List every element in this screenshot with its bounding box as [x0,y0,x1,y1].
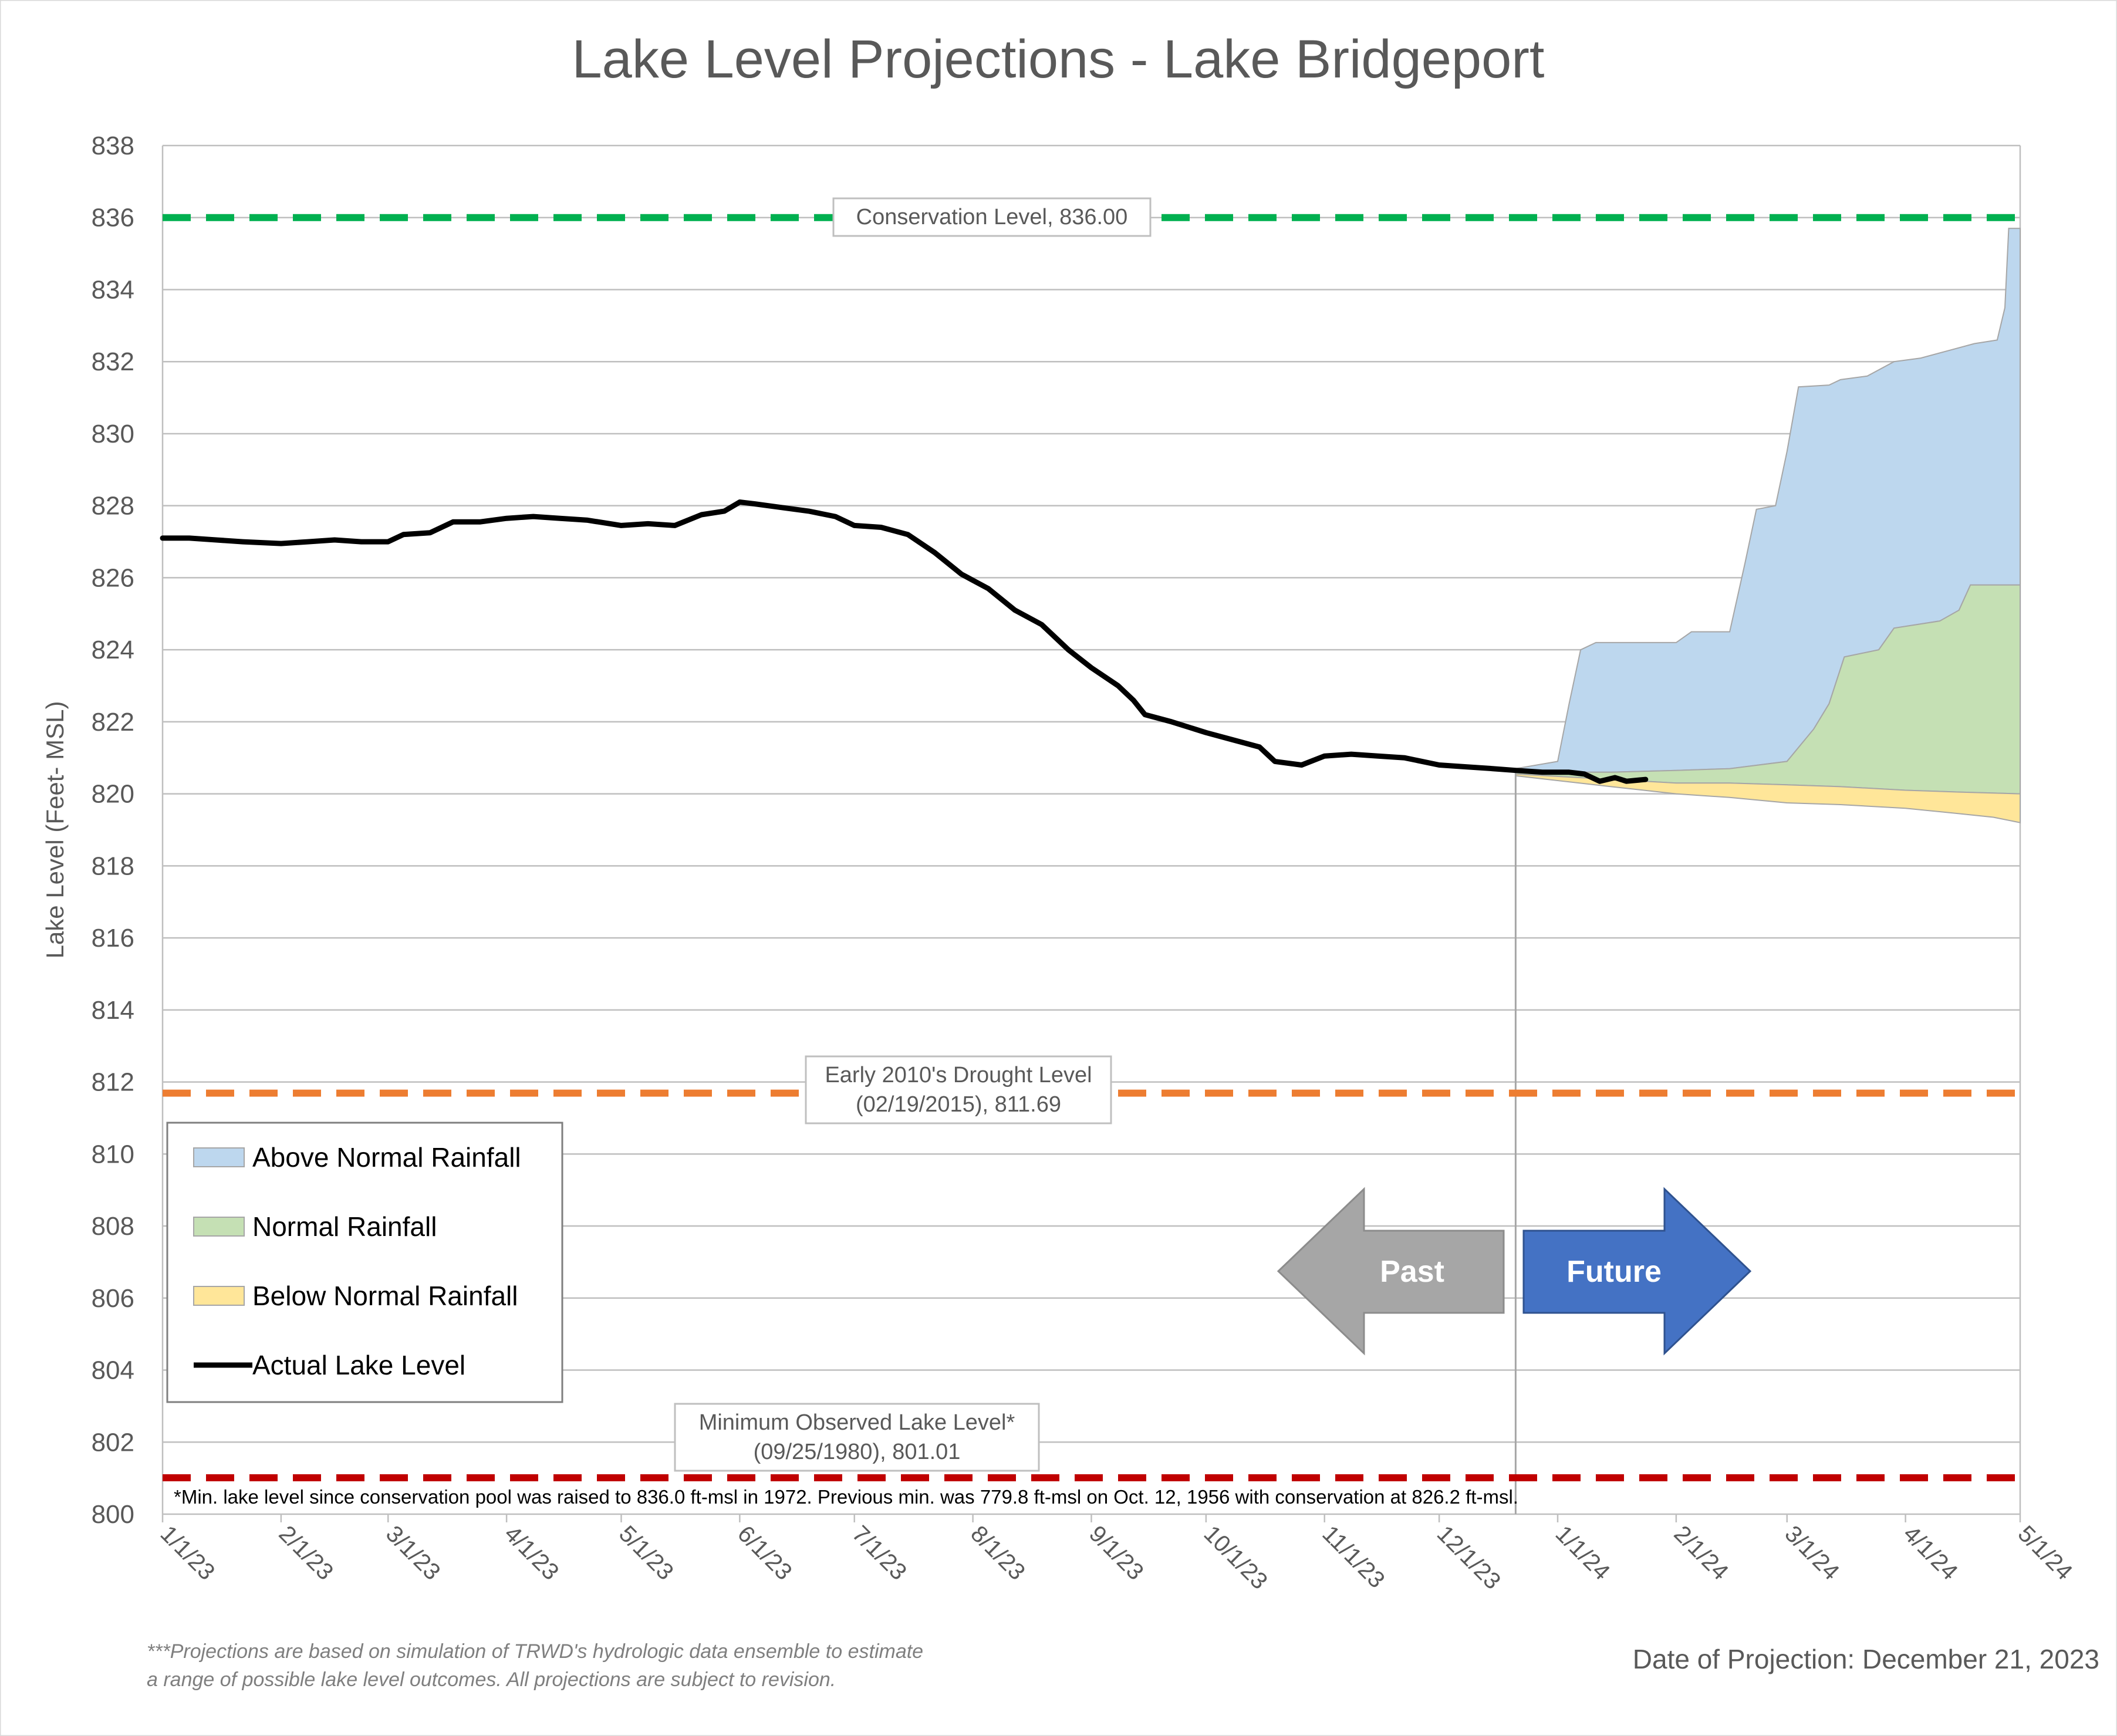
y-tick-label: 808 [92,1212,134,1241]
y-tick-label: 800 [92,1500,134,1529]
y-tick-label: 828 [92,492,134,521]
y-tick-label: 826 [92,563,134,592]
minimum-callout-box [674,1403,1040,1472]
y-tick-label: 810 [92,1140,134,1168]
y-tick-label: 804 [92,1356,134,1385]
y-tick-label: 802 [92,1428,134,1457]
legend-label: Above Normal Rainfall [252,1142,521,1173]
legend-box [166,1122,563,1403]
y-tick-label: 836 [92,204,134,232]
y-tick-label: 806 [92,1284,134,1313]
legend-swatch [193,1147,245,1167]
y-tick-label: 818 [92,852,134,880]
future-arrow [1522,1187,1752,1356]
past-arrow-label: Past [1380,1255,1444,1289]
conservation-callout-text: Conservation Level, 836.00 [856,205,1128,229]
projection-footnote: ***Projections are based on simulation o… [147,1637,1115,1694]
y-tick-label: 824 [92,636,134,664]
legend-label: Below Normal Rainfall [252,1281,518,1311]
conservation-callout-box [832,197,1152,237]
y-tick-label: 812 [92,1068,134,1097]
below-normal-band [1515,773,2021,823]
y-tick-label: 814 [92,996,134,1025]
legend-swatch [193,1217,245,1237]
y-tick-label: 816 [92,924,134,953]
y-tick-label: 820 [92,780,134,809]
drought-callout-text: (02/19/2015), 811.69 [856,1092,1061,1117]
past-arrow [1277,1187,1505,1356]
y-tick-label: 834 [92,275,134,304]
y-tick-label: 822 [92,708,134,737]
drought-callout-text: Early 2010's Drought Level [825,1063,1092,1087]
minimum-callout-text: (09/25/1980), 801.01 [754,1440,961,1464]
actual-lake-level-line [160,499,1649,784]
legend: Above Normal Rainfall Normal Rainfall Belo… [166,1122,563,1403]
y-tick-label: 838 [92,131,134,160]
legend-label: Normal Rainfall [252,1211,437,1242]
legend-swatch [193,1286,245,1306]
min-level-footnote: *Min. lake level since conservation pool… [174,1486,1518,1508]
future-arrow-label: Future [1566,1255,1662,1289]
legend-label: Actual Lake Level [252,1350,465,1380]
chart-title: Lake Level Projections - Lake Bridgeport [572,29,1545,89]
y-tick-label: 830 [92,420,134,448]
projection-note-line-2: a range of possible lake level outcomes.… [147,1669,836,1691]
projection-note-line-1: ***Projections are based on simulation o… [147,1640,924,1663]
drought-callout-box [805,1055,1112,1124]
projection-date: Date of Projection: December 21, 2023 [1632,1644,2099,1674]
y-axis-title: Lake Level (Feet- MSL) [41,701,69,959]
minimum-callout-text: Minimum Observed Lake Level* [699,1410,1015,1435]
y-tick-label: 832 [92,347,134,376]
